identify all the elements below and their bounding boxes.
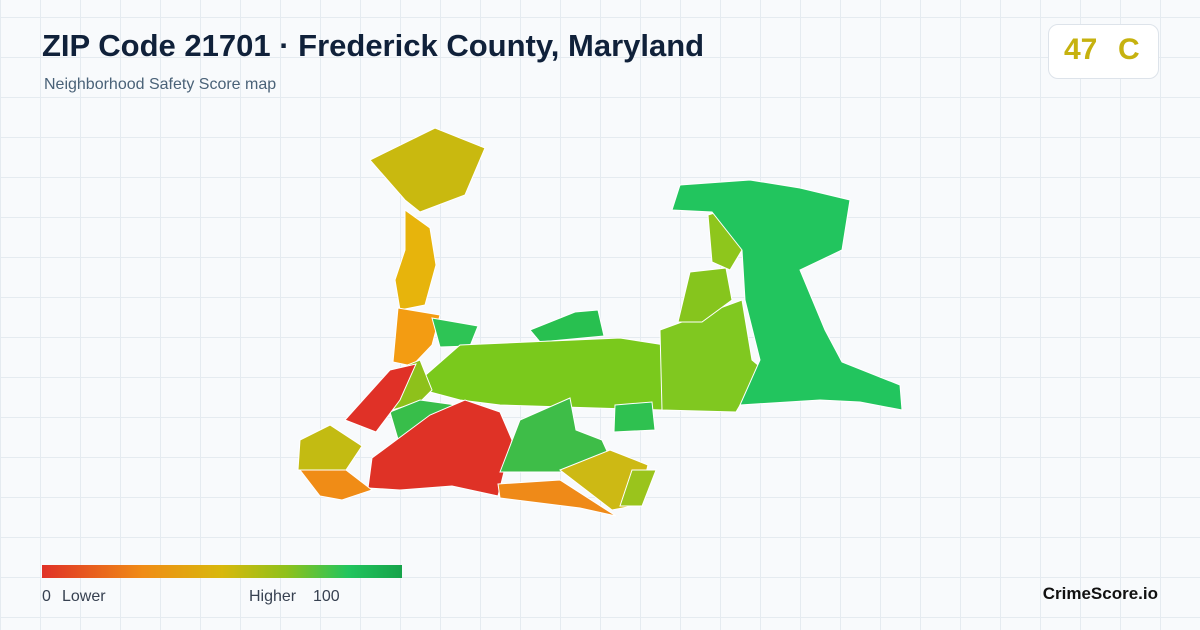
area: [529, 309, 605, 343]
score-badge: [1048, 24, 1159, 79]
legend-max: 100: [313, 588, 340, 605]
subtitle: Neighborhood Safety Score map: [44, 76, 277, 93]
area: [297, 424, 363, 471]
area: [671, 179, 903, 411]
score: 47: [1064, 33, 1098, 66]
area: [369, 127, 486, 213]
title: ZIP Code 21701 · Frederick County, Maryl…: [42, 28, 705, 63]
area: [619, 469, 657, 507]
legend-min-label: Lower: [62, 588, 106, 605]
area: [613, 401, 656, 433]
brand: CrimeScore.io: [1042, 584, 1158, 603]
area: [431, 317, 479, 348]
area: [392, 307, 441, 367]
area: [298, 469, 374, 501]
area: [419, 337, 666, 411]
legend-min: 0: [42, 588, 51, 605]
area: [677, 267, 733, 323]
area: [497, 479, 617, 517]
area: [394, 209, 437, 311]
area: [344, 363, 417, 433]
grade: C: [1118, 33, 1140, 66]
legend-max-label: Higher: [249, 588, 297, 605]
legend-gradient: [42, 565, 402, 578]
